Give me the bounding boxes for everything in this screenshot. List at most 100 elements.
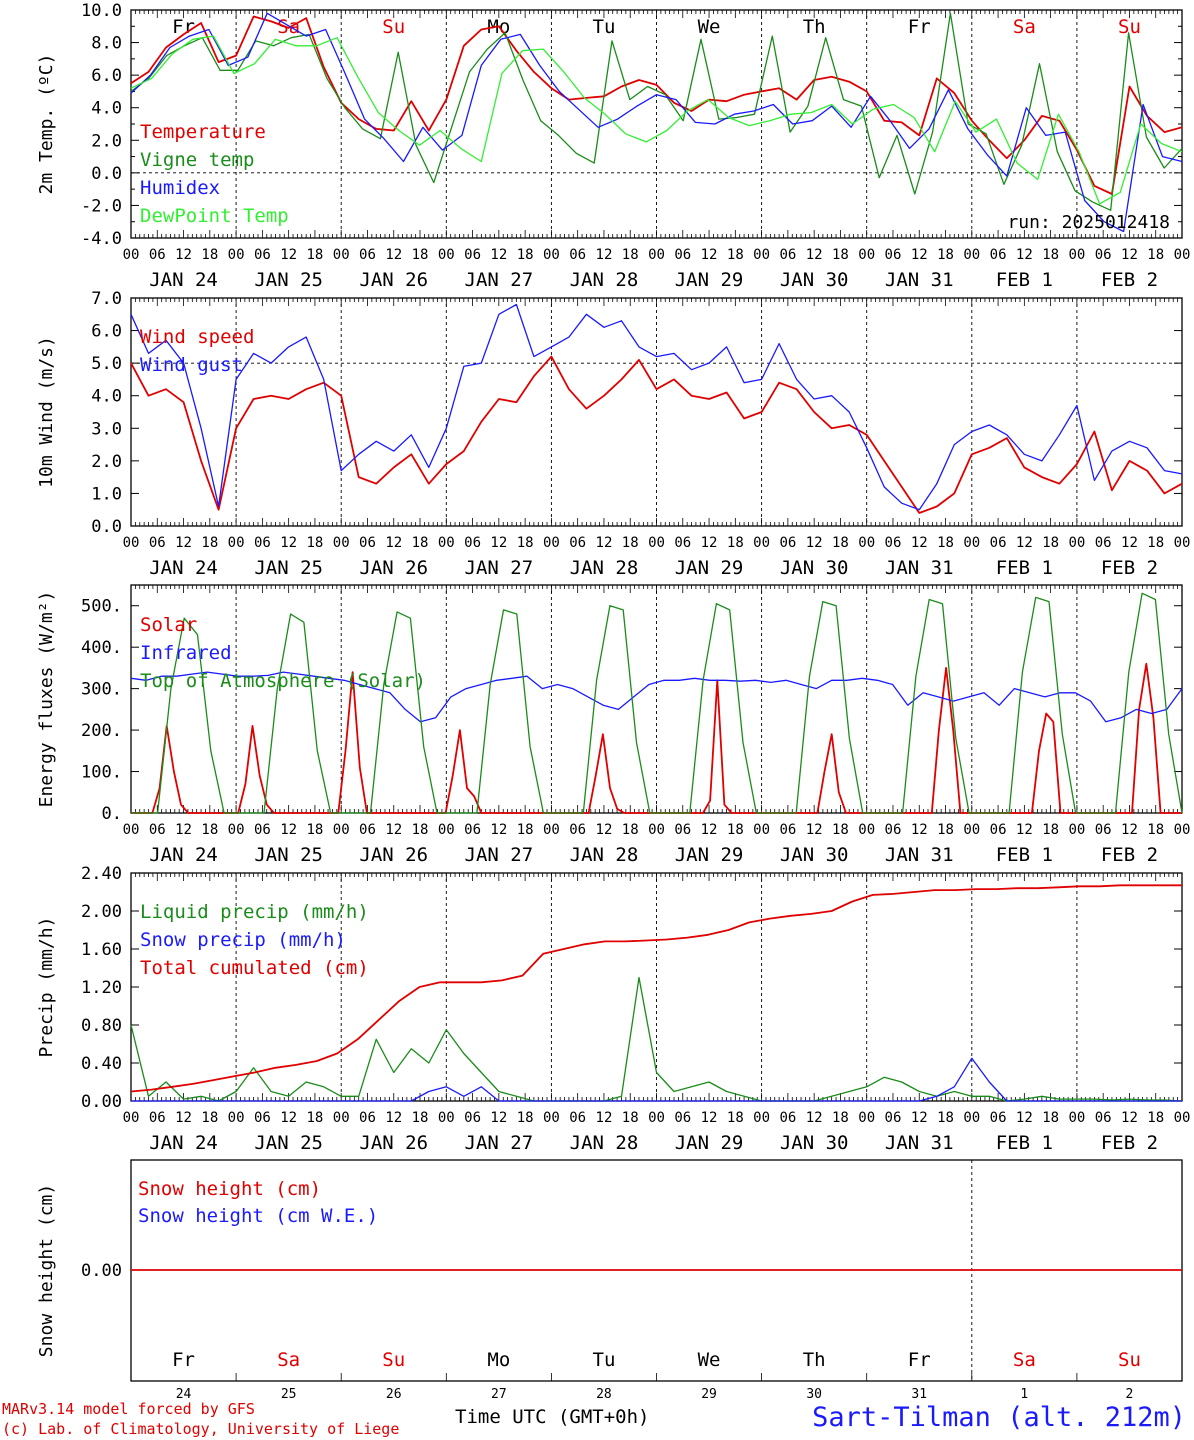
x-hour-label: 18	[517, 535, 534, 551]
weekday-label: We	[698, 1349, 721, 1371]
station-name: Sart-Tilman (alt. 212m)	[812, 1402, 1186, 1433]
x-hour-label: 00	[438, 822, 455, 838]
series-line-2	[130, 671, 1183, 723]
x-day-label: FEB 2	[1101, 844, 1158, 866]
x-hour-label: 06	[1095, 1110, 1112, 1126]
x-hour-label: 18	[832, 1110, 849, 1126]
x-hour-label: 00	[333, 247, 350, 263]
x-hour-label: 00	[648, 535, 665, 551]
x-hour-label: 12	[806, 535, 823, 551]
x-day-label: JAN 27	[465, 844, 534, 866]
x-hour-label: 00	[963, 822, 980, 838]
y-axis-title: Precip (mm/h)	[36, 917, 57, 1058]
series-line-3	[130, 12, 1183, 233]
x-hour-label: 12	[806, 1110, 823, 1126]
x-day-label: JAN 25	[254, 1132, 323, 1154]
x-hour-label: 18	[517, 1110, 534, 1126]
day-number-label: 25	[281, 1387, 297, 1402]
x-hour-label: 00	[123, 822, 140, 838]
x-hour-label: 06	[990, 822, 1007, 838]
x-hour-label: 00	[1174, 535, 1191, 551]
x-hour-label: 00	[228, 535, 245, 551]
y-tick-label: 4.0	[91, 387, 122, 407]
x-hour-label: 00	[333, 1110, 350, 1126]
x-day-label: JAN 24	[149, 844, 218, 866]
weekday-label: Sa	[1013, 16, 1036, 38]
x-day-label: JAN 27	[465, 557, 534, 579]
x-hour-label: 18	[832, 822, 849, 838]
x-day-label: FEB 1	[996, 557, 1053, 579]
legend-entry: DewPoint Temp	[140, 205, 289, 227]
x-hour-label: 00	[228, 822, 245, 838]
x-hour-label: 12	[701, 822, 718, 838]
weekday-label: Mo	[487, 1349, 510, 1371]
x-hour-label: 06	[569, 535, 586, 551]
x-hour-label: 18	[727, 247, 744, 263]
y-tick-label: 1.0	[91, 484, 122, 504]
x-hour-label: 00	[753, 535, 770, 551]
x-hour-label: 12	[1121, 1110, 1138, 1126]
series-line-1	[130, 355, 1183, 514]
x-hour-label: 12	[385, 822, 402, 838]
legend-entry: Wind speed	[140, 326, 254, 348]
x-day-label: JAN 25	[254, 269, 323, 291]
x-hour-label: 00	[648, 1110, 665, 1126]
x-hour-label: 18	[306, 247, 323, 263]
x-hour-label: 12	[280, 247, 297, 263]
panel-1: 10.0 8.0 6.0 4.0 2.0 0.0 -2.0 -4.0 2m Temp. (ºC)…	[36, 1, 1190, 291]
y-axis-title: 2m Temp. (ºC)	[36, 54, 57, 195]
series-line-3	[131, 592, 1183, 814]
x-hour-label: 00	[1068, 535, 1085, 551]
x-hour-label: 06	[885, 822, 902, 838]
x-hour-label: 18	[1042, 247, 1059, 263]
x-day-label: JAN 28	[570, 269, 639, 291]
y-tick-label: 2.40	[81, 864, 122, 884]
y-tick-label: 0.80	[81, 1016, 122, 1036]
x-day-label: JAN 30	[780, 557, 849, 579]
x-day-label: FEB 2	[1101, 1132, 1158, 1154]
x-hour-label: 12	[490, 822, 507, 838]
x-hour-label: 18	[1042, 1110, 1059, 1126]
x-hour-label: 06	[464, 1110, 481, 1126]
x-hour-label: 18	[1042, 822, 1059, 838]
x-hour-label: 18	[937, 247, 954, 263]
y-tick-label: 1.20	[81, 978, 122, 998]
weekday-label: Fr	[172, 1349, 195, 1371]
x-day-label: JAN 28	[570, 1132, 639, 1154]
x-hour-label: 06	[149, 535, 166, 551]
x-hour-label: 12	[1016, 535, 1033, 551]
x-hour-label: 12	[280, 822, 297, 838]
x-hour-label: 12	[280, 1110, 297, 1126]
x-hour-label: 06	[254, 535, 271, 551]
lab-credit: (c) Lab. of Climatology, University of L…	[2, 1420, 400, 1438]
legend-entry: Humidex	[140, 177, 220, 199]
x-hour-label: 12	[490, 247, 507, 263]
x-hour-label: 00	[963, 1110, 980, 1126]
panel-2: 7.0 6.0 5.0 4.0 3.0 2.0 1.0 0.0 10m Wind (m/s) 00…	[36, 289, 1190, 579]
y-tick-label: 2.0	[91, 131, 122, 151]
y-tick-label: 4.0	[91, 99, 122, 119]
x-hour-label: 00	[543, 535, 560, 551]
legend-entry: Solar	[140, 614, 197, 636]
x-hour-label: 00	[753, 1110, 770, 1126]
x-hour-label: 12	[175, 822, 192, 838]
x-hour-label: 12	[1121, 822, 1138, 838]
x-hour-label: 06	[779, 822, 796, 838]
weekday-label: Su	[382, 1349, 405, 1371]
y-tick-label: 2.00	[81, 902, 122, 922]
x-day-label: JAN 31	[885, 269, 954, 291]
x-hour-label: 06	[1095, 822, 1112, 838]
x-hour-label: 00	[333, 822, 350, 838]
x-hour-label: 00	[438, 535, 455, 551]
x-hour-label: 00	[753, 822, 770, 838]
weekday-label: Sa	[1013, 1349, 1036, 1371]
x-day-label: JAN 29	[675, 844, 744, 866]
x-hour-label: 18	[1147, 822, 1164, 838]
legend-entry: Snow precip (mm/h)	[140, 929, 346, 951]
x-hour-label: 00	[753, 247, 770, 263]
weekday-label: Sa	[277, 1349, 300, 1371]
x-hour-label: 12	[596, 247, 613, 263]
x-day-label: JAN 31	[885, 844, 954, 866]
x-hour-label: 18	[306, 822, 323, 838]
x-hour-label: 12	[280, 535, 297, 551]
